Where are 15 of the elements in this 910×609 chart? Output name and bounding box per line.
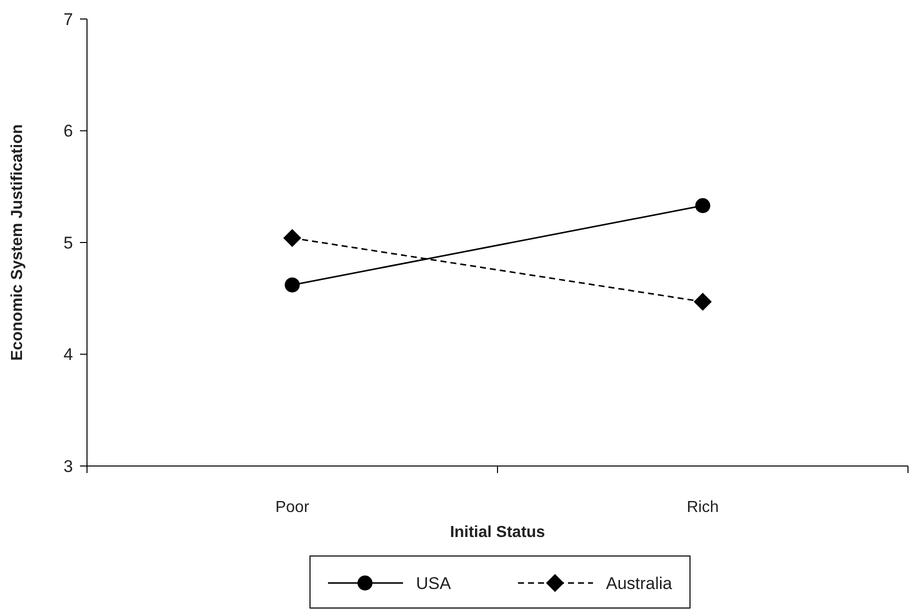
legend-label: Australia (606, 574, 673, 593)
point (694, 292, 712, 311)
point (695, 198, 710, 214)
y-axis-title: Economic System Justification (9, 124, 26, 361)
y-tick-label: 4 (64, 345, 73, 364)
point (284, 277, 300, 292)
x-tick-label: Rich (686, 499, 719, 516)
y-tick-label: 7 (64, 10, 73, 29)
legend-label: USA (416, 574, 452, 593)
x-tick-label: Poor (275, 499, 310, 516)
y-tick-label: 3 (64, 456, 73, 476)
y-tick-label: 6 (64, 122, 73, 141)
x-axis-title: Initial Status (450, 524, 546, 541)
point (283, 229, 302, 248)
y-tick-label: 5 (64, 233, 73, 252)
